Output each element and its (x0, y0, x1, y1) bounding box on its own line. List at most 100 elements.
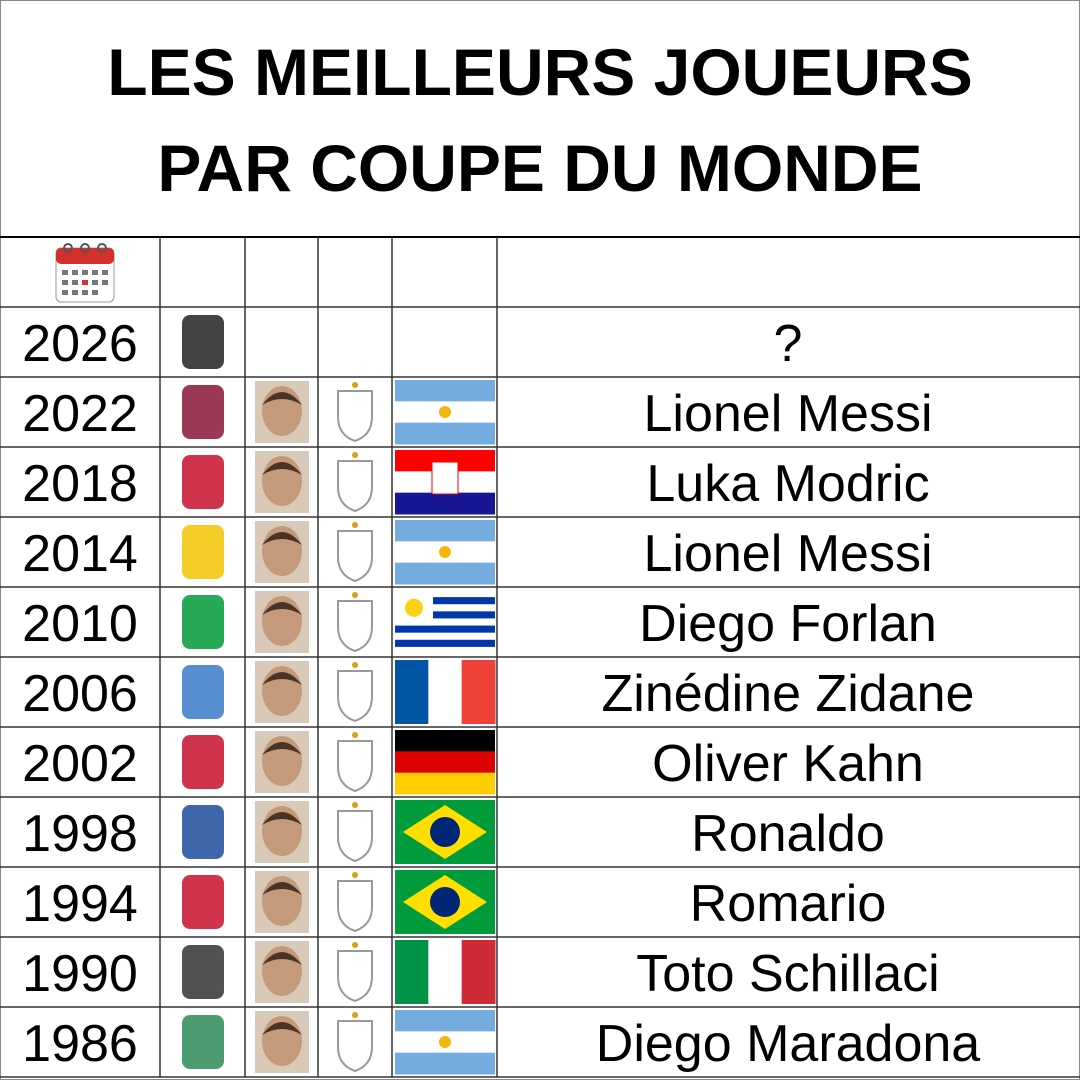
player-name: Diego Maradona (596, 1015, 981, 1073)
flag-stripe (395, 632, 495, 641)
tournament-logo (182, 735, 224, 789)
badge-star (352, 1012, 358, 1018)
row-icons (182, 315, 224, 369)
flag-sun (405, 598, 423, 617)
player-name: Luka Modric (646, 455, 929, 513)
flag-stripe (395, 660, 429, 724)
flag-stripe (395, 562, 495, 585)
year: 1986 (22, 1015, 138, 1073)
row-icons (182, 520, 495, 585)
flag-globe (430, 817, 460, 847)
badge-star (352, 872, 358, 878)
player-hair (262, 952, 302, 965)
flag-stripe (395, 520, 495, 542)
flag-stripe (395, 730, 495, 752)
row-icons (182, 380, 495, 445)
federation-badge (337, 670, 373, 723)
flag-stripe (395, 646, 495, 655)
flag-shield (431, 461, 459, 495)
federation-badge (337, 810, 373, 863)
player-hair (262, 882, 302, 895)
badge-star (352, 732, 358, 738)
tournament-logo (182, 385, 224, 439)
badge-star (352, 522, 358, 528)
federation-badge (337, 1020, 373, 1073)
badge-star (352, 382, 358, 388)
flag-stripe (461, 940, 496, 1004)
title-line: LES MEILLEURS JOUEURS (107, 35, 972, 109)
player-name: Romario (690, 875, 887, 933)
tournament-logo (182, 945, 224, 999)
flag-stripe (395, 597, 495, 605)
badge-star (352, 662, 358, 668)
tournament-logo (182, 1015, 224, 1069)
calendar-icon (55, 243, 115, 303)
flag-stripe (395, 751, 495, 774)
flag-stripe (395, 1052, 495, 1075)
player-hair (262, 672, 302, 685)
flag-stripe (395, 380, 495, 402)
player-hair (262, 462, 302, 475)
tournament-logo (182, 875, 224, 929)
row-icons (182, 800, 495, 864)
federation-badge (337, 740, 373, 793)
player-name: Toto Schillaci (636, 945, 939, 1003)
badge-star (352, 592, 358, 598)
federation-badge (337, 530, 373, 583)
flag-stripe (395, 940, 429, 1004)
flag-globe (430, 887, 460, 917)
year: 2002 (22, 735, 138, 793)
row-icons (182, 660, 496, 724)
flag-stripe (428, 660, 463, 724)
federation-badge (337, 390, 373, 443)
year: 2022 (22, 385, 138, 443)
flag-stripe (461, 660, 496, 724)
flag-stripe (395, 639, 495, 648)
flag-stripe (395, 618, 495, 627)
flag-stripe (428, 940, 463, 1004)
year: 2018 (22, 455, 138, 513)
tournament-logo (182, 455, 224, 509)
year: 2026 (22, 315, 138, 373)
tournament-logo (182, 315, 224, 369)
badge-star (352, 802, 358, 808)
flag-stripe (395, 772, 495, 795)
tournament-logo (182, 525, 224, 579)
player-name: Oliver Kahn (652, 735, 924, 793)
flag-sun (439, 546, 451, 558)
row-icons (182, 870, 495, 934)
player-hair (262, 742, 302, 755)
year: 2010 (22, 595, 138, 653)
flag-stripe (395, 492, 495, 515)
flag-stripe (395, 604, 495, 612)
badge-star (352, 942, 358, 948)
player-hair (262, 812, 302, 825)
badge-star (352, 452, 358, 458)
player-name: Lionel Messi (643, 525, 932, 583)
tournament-logo (182, 595, 224, 649)
player-hair (262, 392, 302, 405)
player-name: Lionel Messi (643, 385, 932, 443)
player-name: Ronaldo (691, 805, 885, 863)
flag-stripe (395, 625, 495, 634)
flag-stripe (395, 450, 495, 472)
player-hair (262, 602, 302, 615)
player-hair (262, 532, 302, 545)
federation-badge (337, 880, 373, 933)
federation-badge (337, 600, 373, 653)
row-icons (182, 590, 495, 655)
player-hair (262, 1022, 302, 1035)
flag-stripe (395, 422, 495, 445)
year: 1998 (22, 805, 138, 863)
year: 1990 (22, 945, 138, 1003)
row-icons (182, 1010, 495, 1075)
row-icons (182, 730, 495, 795)
player-name: ? (774, 315, 803, 373)
player-name: Zinédine Zidane (602, 665, 975, 723)
year: 2014 (22, 525, 138, 583)
tournament-logo (182, 665, 224, 719)
title-line: PAR COUPE DU MONDE (157, 131, 922, 205)
flag-stripe (395, 590, 495, 598)
